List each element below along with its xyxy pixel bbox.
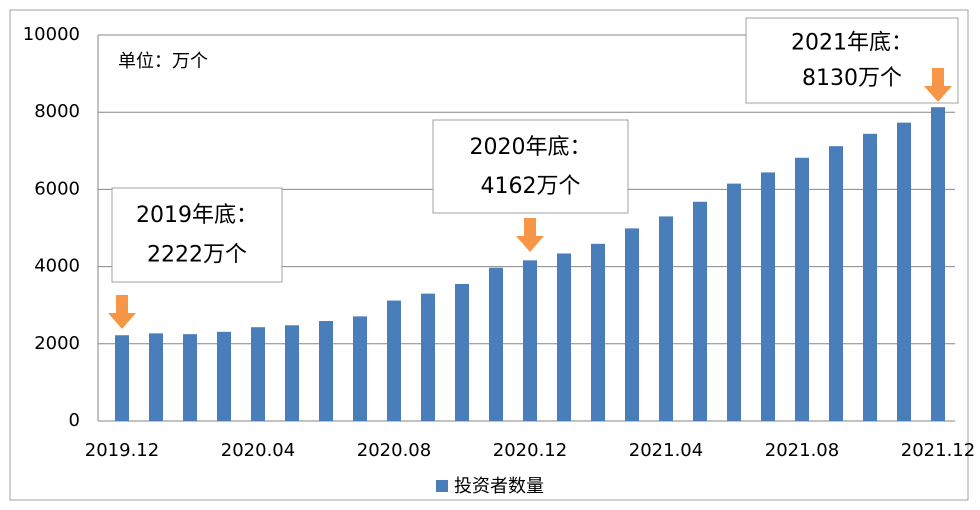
annotation-box <box>111 187 283 283</box>
bar <box>625 228 639 421</box>
bar <box>353 316 367 421</box>
y-tick-label: 2000 <box>34 333 80 354</box>
bar <box>931 107 945 421</box>
legend-label: 投资者数量 <box>454 476 544 497</box>
x-tick-label: 2020.08 <box>357 440 431 461</box>
annotation-text: 4162万个 <box>481 174 581 199</box>
annotation-arrow <box>108 295 136 329</box>
bar <box>897 122 911 421</box>
x-tick-label: 2021.04 <box>629 440 703 461</box>
bar <box>489 267 503 421</box>
bar <box>115 335 129 421</box>
bar <box>421 293 435 421</box>
bar <box>829 146 843 421</box>
bar <box>591 243 605 421</box>
bar <box>761 172 775 421</box>
x-tick-label: 2021.08 <box>765 440 839 461</box>
y-tick-label: 4000 <box>34 256 80 277</box>
y-tick-label: 8000 <box>34 101 80 122</box>
bar <box>149 333 163 421</box>
y-tick-label: 0 <box>69 410 80 431</box>
annotation-box <box>745 17 959 104</box>
x-tick-label: 2020.04 <box>221 440 295 461</box>
bar <box>523 260 537 421</box>
bar <box>319 321 333 421</box>
bar <box>455 283 469 421</box>
legend-swatch <box>436 480 448 492</box>
annotation-text: 2019年底： <box>136 203 258 228</box>
bar <box>863 133 877 422</box>
bar <box>659 216 673 421</box>
unit-note: 单位：万个 <box>118 51 208 72</box>
bar <box>285 325 299 421</box>
annotation-text: 8130万个 <box>802 66 902 91</box>
bar <box>693 201 707 421</box>
bar <box>557 253 571 421</box>
annotation-box <box>432 119 629 214</box>
annotation-text: 2222万个 <box>147 243 247 268</box>
bar <box>183 334 197 421</box>
bar <box>251 327 265 421</box>
y-tick-label: 6000 <box>34 178 80 199</box>
annotation-text: 2021年底： <box>791 31 913 56</box>
x-tick-label: 2019.12 <box>85 440 159 461</box>
x-tick-label: 2020.12 <box>493 440 567 461</box>
annotation-arrow <box>516 218 544 252</box>
bar <box>727 183 741 421</box>
annotation-arrow <box>924 68 952 102</box>
annotation-text: 2020年底： <box>470 135 592 160</box>
bar <box>217 331 231 421</box>
bar <box>795 157 809 422</box>
chart-frame <box>9 9 969 501</box>
x-tick-label: 2021.12 <box>901 440 975 461</box>
bar <box>387 300 401 421</box>
y-tick-label: 10000 <box>23 24 80 45</box>
